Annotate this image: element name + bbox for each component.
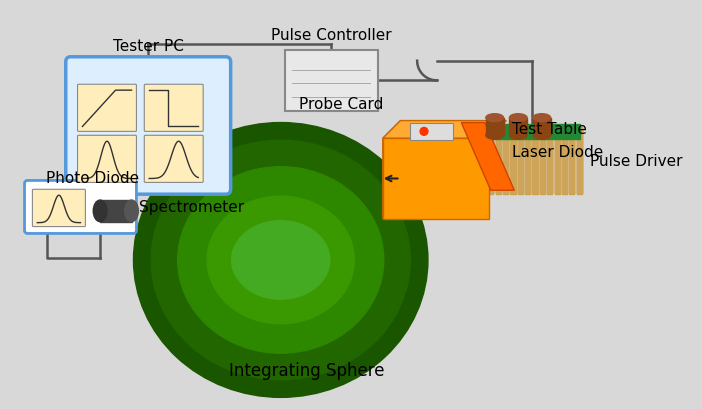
Bar	[100, 200, 131, 222]
Bar	[410, 123, 453, 141]
Bar	[510, 128, 515, 195]
FancyBboxPatch shape	[77, 85, 136, 132]
Ellipse shape	[93, 200, 107, 222]
Bar	[569, 128, 574, 195]
Bar	[533, 118, 550, 136]
Bar	[510, 118, 527, 136]
Bar	[489, 128, 494, 195]
Ellipse shape	[510, 132, 527, 140]
FancyBboxPatch shape	[145, 136, 203, 183]
Text: Test Table: Test Table	[512, 121, 588, 137]
FancyBboxPatch shape	[32, 190, 86, 227]
Bar	[284, 51, 378, 112]
Ellipse shape	[125, 200, 138, 222]
FancyBboxPatch shape	[66, 58, 231, 195]
Bar	[383, 139, 489, 219]
Ellipse shape	[232, 221, 330, 299]
Bar	[562, 128, 567, 195]
Ellipse shape	[486, 132, 503, 140]
Text: Spectrometer: Spectrometer	[140, 200, 244, 215]
Bar	[540, 128, 545, 195]
Ellipse shape	[510, 115, 527, 122]
Bar	[503, 128, 508, 195]
Bar	[547, 128, 552, 195]
Bar	[518, 128, 523, 195]
Polygon shape	[383, 121, 400, 219]
Polygon shape	[383, 121, 506, 139]
Text: Photo Diode: Photo Diode	[46, 171, 139, 186]
Bar	[481, 128, 584, 195]
Text: Probe Card: Probe Card	[299, 97, 384, 112]
Bar	[576, 128, 582, 195]
Text: Pulse Driver: Pulse Driver	[590, 154, 682, 169]
Ellipse shape	[533, 115, 550, 122]
Bar	[481, 128, 486, 195]
Ellipse shape	[486, 115, 503, 122]
Bar	[555, 128, 559, 195]
Text: Pulse Controller: Pulse Controller	[271, 28, 392, 43]
FancyBboxPatch shape	[145, 85, 203, 132]
Ellipse shape	[533, 132, 550, 140]
Text: Tester PC: Tester PC	[113, 39, 184, 54]
Bar	[489, 124, 580, 140]
Ellipse shape	[133, 123, 428, 398]
Text: Laser Diode: Laser Diode	[512, 145, 604, 160]
Ellipse shape	[207, 197, 355, 324]
Polygon shape	[461, 123, 515, 191]
Bar	[486, 118, 503, 136]
Text: Integrating Sphere: Integrating Sphere	[230, 361, 385, 379]
Bar	[496, 128, 501, 195]
Bar	[533, 128, 538, 195]
Ellipse shape	[178, 167, 384, 353]
FancyBboxPatch shape	[25, 181, 136, 234]
Circle shape	[420, 128, 428, 136]
Bar	[525, 128, 530, 195]
FancyBboxPatch shape	[77, 136, 136, 183]
Ellipse shape	[151, 141, 410, 380]
